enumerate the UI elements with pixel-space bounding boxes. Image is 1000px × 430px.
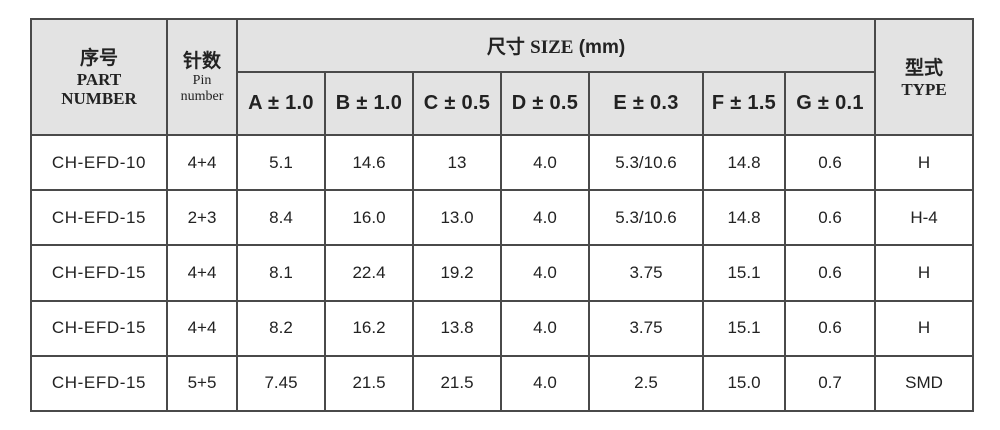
header-part-number: 序号 PART NUMBER [30, 18, 168, 136]
spec-table: 序号 PART NUMBER 针数 Pin number 尺寸 SIZE (mm… [30, 18, 975, 413]
cell-g: 0.6 [783, 244, 877, 302]
header-pin-en2: number [180, 89, 224, 104]
cell-type: SMD [874, 354, 975, 413]
table-row: CH-EFD-15 2+3 8.4 16.0 13.0 4.0 5.3/10.6… [30, 189, 975, 247]
cell-g: 0.6 [783, 133, 877, 192]
cell-f: 15.1 [702, 299, 786, 357]
table-body: CH-EFD-10 4+4 5.1 14.6 13 4.0 5.3/10.6 1… [30, 133, 975, 413]
cell-d: 4.0 [500, 354, 590, 413]
header-part-en1: PART [76, 70, 122, 89]
cell-e: 5.3/10.6 [588, 189, 704, 247]
header-dim-e: E ± 0.3 [588, 71, 704, 136]
cell-g: 0.6 [783, 189, 877, 247]
cell-b: 22.4 [324, 244, 414, 302]
cell-pin: 4+4 [166, 133, 238, 192]
cell-pin: 5+5 [166, 354, 238, 413]
cell-g: 0.7 [783, 354, 877, 413]
cell-part: CH-EFD-15 [30, 354, 168, 413]
cell-e: 2.5 [588, 354, 704, 413]
header-pin-en1: Pin [192, 73, 212, 88]
cell-f: 15.1 [702, 244, 786, 302]
header-part-cn: 序号 [79, 47, 118, 69]
header-size-unit: (mm) [578, 37, 626, 58]
cell-d: 4.0 [500, 189, 590, 247]
header-dim-b: B ± 1.0 [324, 71, 414, 136]
header-size: 尺寸 SIZE (mm) [235, 18, 877, 73]
cell-type: H [874, 133, 975, 192]
cell-pin: 2+3 [166, 189, 238, 247]
table-row: CH-EFD-15 4+4 8.2 16.2 13.8 4.0 3.75 15.… [30, 299, 975, 357]
cell-a: 8.4 [236, 189, 326, 247]
cell-d: 4.0 [500, 133, 590, 192]
cell-part: CH-EFD-10 [30, 133, 168, 192]
cell-b: 21.5 [324, 354, 414, 413]
cell-e: 3.75 [588, 299, 704, 357]
cell-b: 16.2 [324, 299, 414, 357]
cell-c: 13.8 [412, 299, 502, 357]
cell-type: H-4 [874, 189, 975, 247]
header-type-en: TYPE [901, 79, 947, 99]
header-dim-d: D ± 0.5 [500, 71, 590, 136]
cell-d: 4.0 [500, 299, 590, 357]
cell-b: 14.6 [324, 133, 414, 192]
header-pin-number: 针数 Pin number [166, 18, 238, 136]
cell-c: 21.5 [412, 354, 502, 413]
header-dim-g: G ± 0.1 [783, 71, 877, 136]
header-part-en2: NUMBER [61, 89, 137, 108]
cell-c: 13.0 [412, 189, 502, 247]
cell-d: 4.0 [500, 244, 590, 302]
header-dim-c: C ± 0.5 [412, 71, 502, 136]
cell-a: 7.45 [236, 354, 326, 413]
header-size-en: SIZE [530, 37, 574, 58]
cell-part: CH-EFD-15 [30, 299, 168, 357]
cell-b: 16.0 [324, 189, 414, 247]
cell-pin: 4+4 [166, 244, 238, 302]
table-header: 序号 PART NUMBER 针数 Pin number 尺寸 SIZE (mm… [30, 18, 975, 136]
cell-part: CH-EFD-15 [30, 189, 168, 247]
cell-type: H [874, 244, 975, 302]
cell-f: 14.8 [702, 133, 786, 192]
cell-c: 13 [412, 133, 502, 192]
header-type: 型式 TYPE [874, 18, 975, 136]
table-row: CH-EFD-15 4+4 8.1 22.4 19.2 4.0 3.75 15.… [30, 244, 975, 302]
cell-pin: 4+4 [166, 299, 238, 357]
cell-e: 3.75 [588, 244, 704, 302]
table-row: CH-EFD-15 5+5 7.45 21.5 21.5 4.0 2.5 15.… [30, 354, 975, 413]
cell-a: 8.1 [236, 244, 326, 302]
cell-type: H [874, 299, 975, 357]
header-dim-f: F ± 1.5 [702, 71, 786, 136]
header-pin-cn: 针数 [182, 50, 221, 72]
cell-a: 5.1 [236, 133, 326, 192]
cell-a: 8.2 [236, 299, 326, 357]
cell-e: 5.3/10.6 [588, 133, 704, 192]
cell-c: 19.2 [412, 244, 502, 302]
cell-f: 14.8 [702, 189, 786, 247]
header-type-cn: 型式 [905, 56, 944, 79]
table-row: CH-EFD-10 4+4 5.1 14.6 13 4.0 5.3/10.6 1… [30, 133, 975, 192]
cell-g: 0.6 [783, 299, 877, 357]
cell-part: CH-EFD-15 [30, 244, 168, 302]
cell-f: 15.0 [702, 354, 786, 413]
header-dim-a: A ± 1.0 [236, 71, 326, 136]
header-size-cn: 尺寸 [486, 37, 525, 58]
